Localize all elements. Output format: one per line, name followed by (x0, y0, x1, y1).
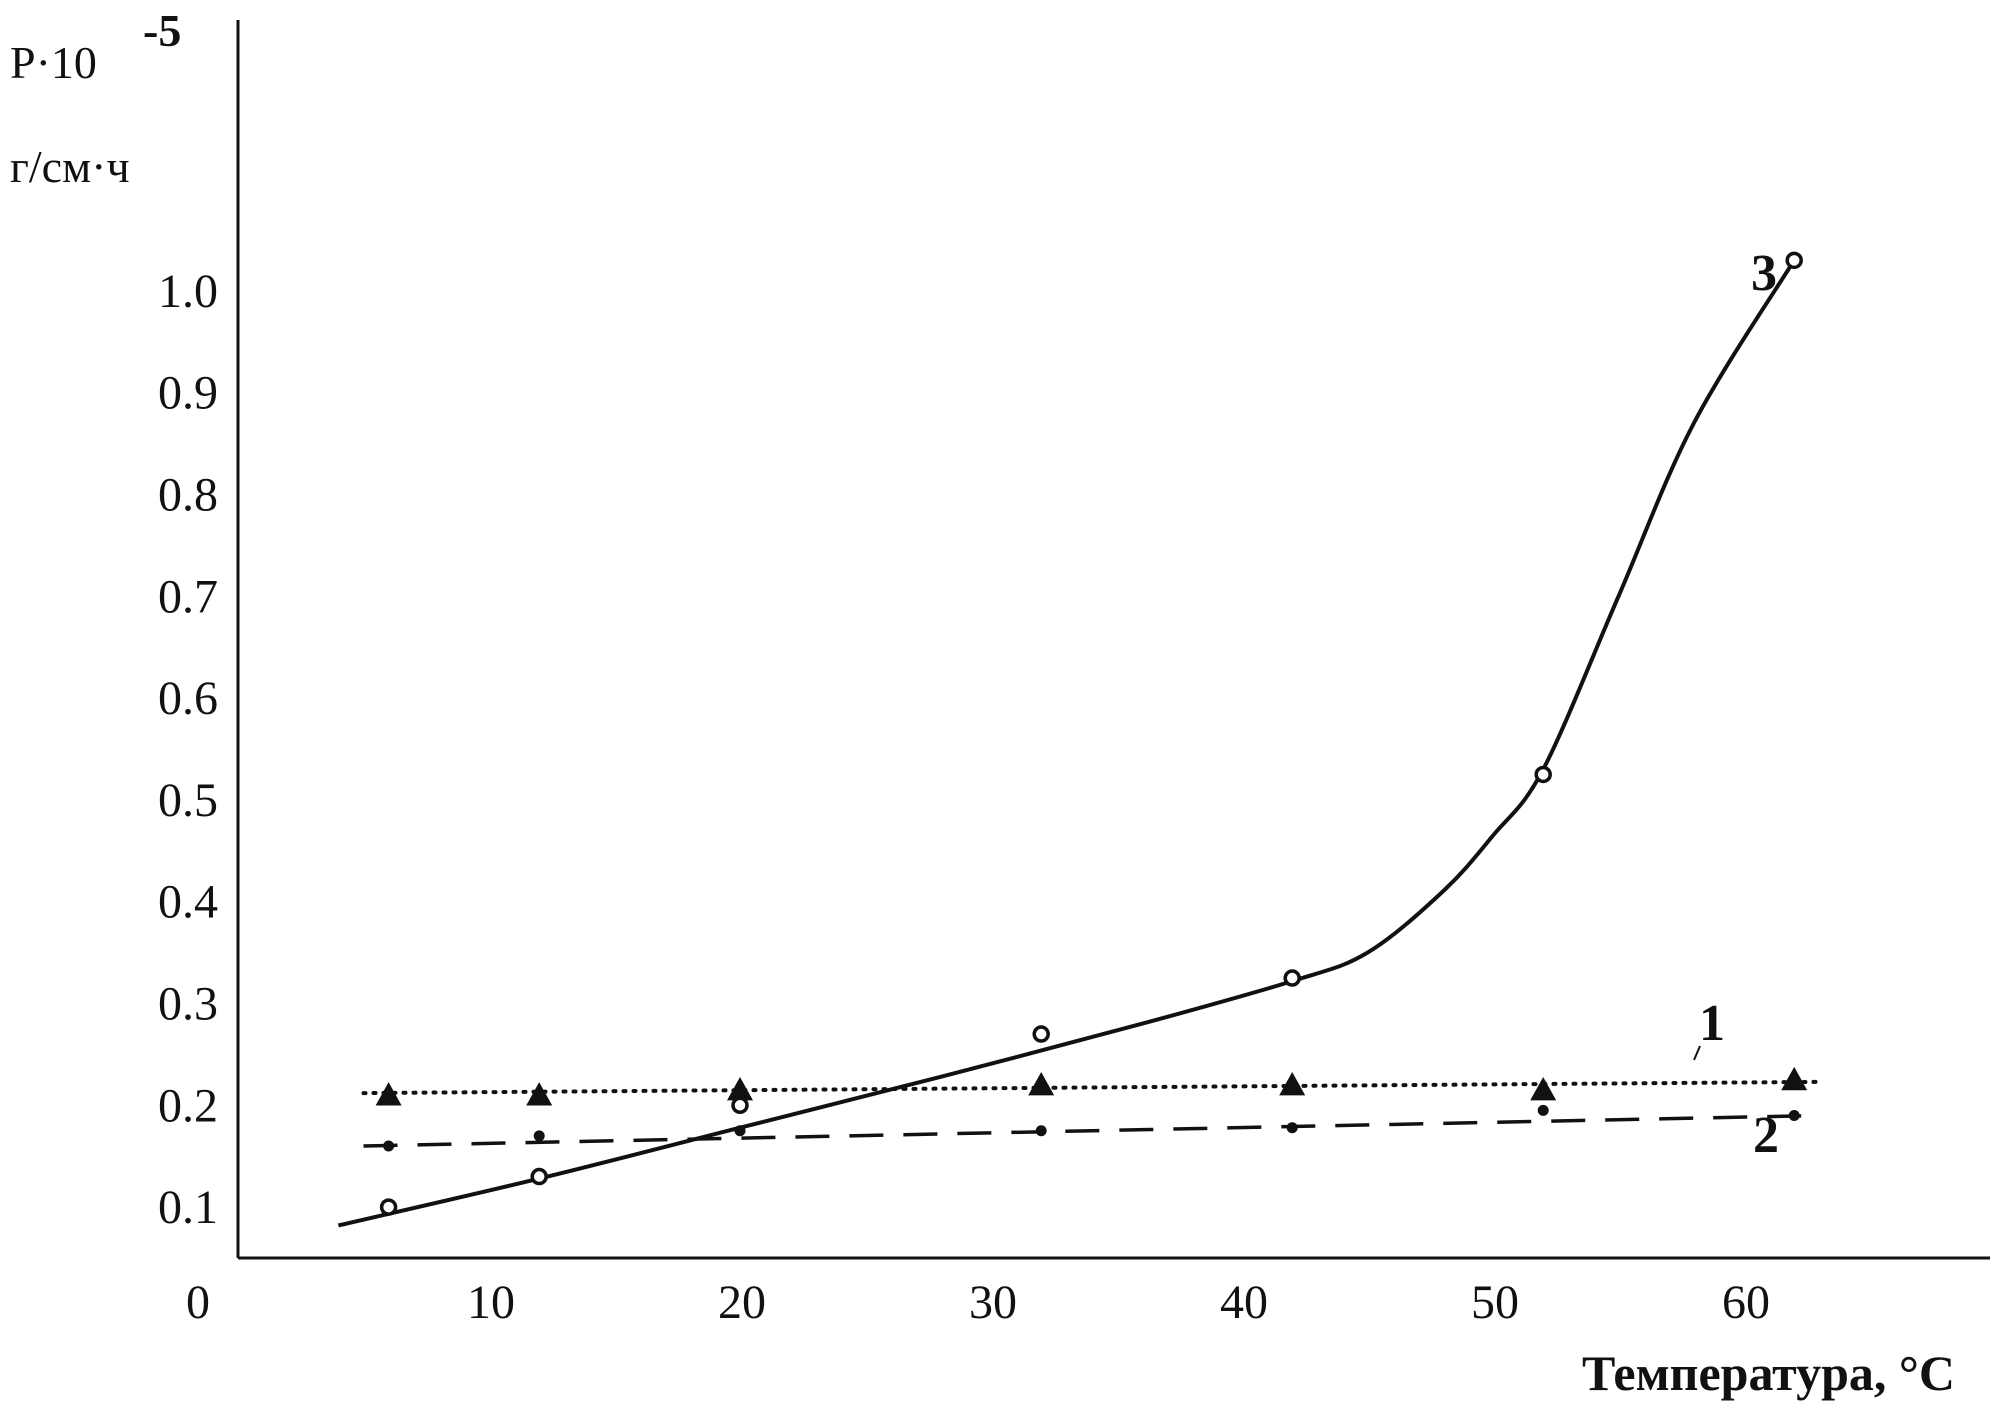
series-markers (375, 251, 1808, 1216)
data-point-series-3 (1534, 765, 1552, 784)
data-point-series-3 (1032, 1025, 1050, 1043)
series-line-1 (361, 1079, 1822, 1096)
x-tick-label: 30 (969, 1276, 1017, 1329)
y-tick-label: 0.3 (158, 978, 218, 1031)
y-tick-label: 0.2 (158, 1079, 218, 1132)
y-tick-label: 1.0 (158, 265, 218, 318)
x-tick-label: 10 (467, 1276, 515, 1329)
y-tick-label: 0.5 (158, 774, 218, 827)
data-point-series-1 (1781, 1066, 1808, 1091)
y-tick-labels: 0.1 0.2 0.3 0.4 0.5 0.6 0.7 0.8 0.9 1.0 (158, 265, 218, 1234)
series-label-1: 1 (1699, 995, 1725, 1052)
data-point-series-1 (1028, 1071, 1055, 1096)
data-point-series-2 (383, 1140, 395, 1152)
data-point-series-1 (526, 1082, 553, 1106)
data-point-series-2 (1537, 1104, 1549, 1116)
data-point-series-1 (727, 1077, 753, 1101)
x-tick-label: 40 (1220, 1276, 1268, 1329)
series-line-3 (337, 259, 1796, 1228)
data-point-series-3 (1283, 969, 1301, 987)
data-point-series-1 (375, 1082, 402, 1106)
data-point-series-2 (533, 1130, 545, 1142)
x-origin-label: 0 (186, 1276, 210, 1329)
y-tick-label: 0.7 (158, 570, 218, 623)
data-point-series-2 (734, 1125, 746, 1137)
series-label-2: 2 (1753, 1107, 1779, 1164)
data-point-series-3 (1785, 251, 1803, 270)
data-point-series-1 (1279, 1071, 1306, 1096)
data-point-series-3 (379, 1198, 398, 1216)
data-point-series-2 (1286, 1122, 1298, 1134)
y-tick-label: 0.1 (158, 1181, 218, 1234)
data-point-series-3 (530, 1167, 548, 1186)
x-tick-label: 50 (1471, 1276, 1519, 1329)
y-tick-label: 0.6 (158, 672, 218, 725)
y-axis-label-exponent: -5 (143, 5, 181, 56)
x-axis-label: Температура, °С (1582, 1345, 1955, 1401)
data-point-series-1 (1530, 1077, 1557, 1101)
y-tick-label: 0.4 (158, 876, 218, 929)
y-axis-units: г/см·ч (10, 141, 130, 192)
series-label-leader-1 (1693, 1045, 1701, 1061)
data-point-series-3 (731, 1096, 749, 1115)
series-line-2 (363, 1113, 1820, 1148)
series-labels: 12 3 (1693, 245, 1779, 1164)
x-tick-label: 60 (1722, 1276, 1770, 1329)
y-tick-label: 0.9 (158, 367, 218, 420)
data-point-series-2 (1788, 1109, 1800, 1121)
x-tick-labels: 10 20 30 40 50 60 (467, 1276, 1770, 1329)
axes (236, 20, 1990, 1260)
y-tick-label: 0.8 (158, 469, 218, 522)
series-label-3: 3 (1751, 245, 1777, 302)
x-tick-label: 20 (718, 1276, 766, 1329)
data-point-series-2 (1035, 1125, 1047, 1137)
series-lines (337, 259, 1822, 1228)
y-axis-label: P·10 (10, 37, 97, 88)
